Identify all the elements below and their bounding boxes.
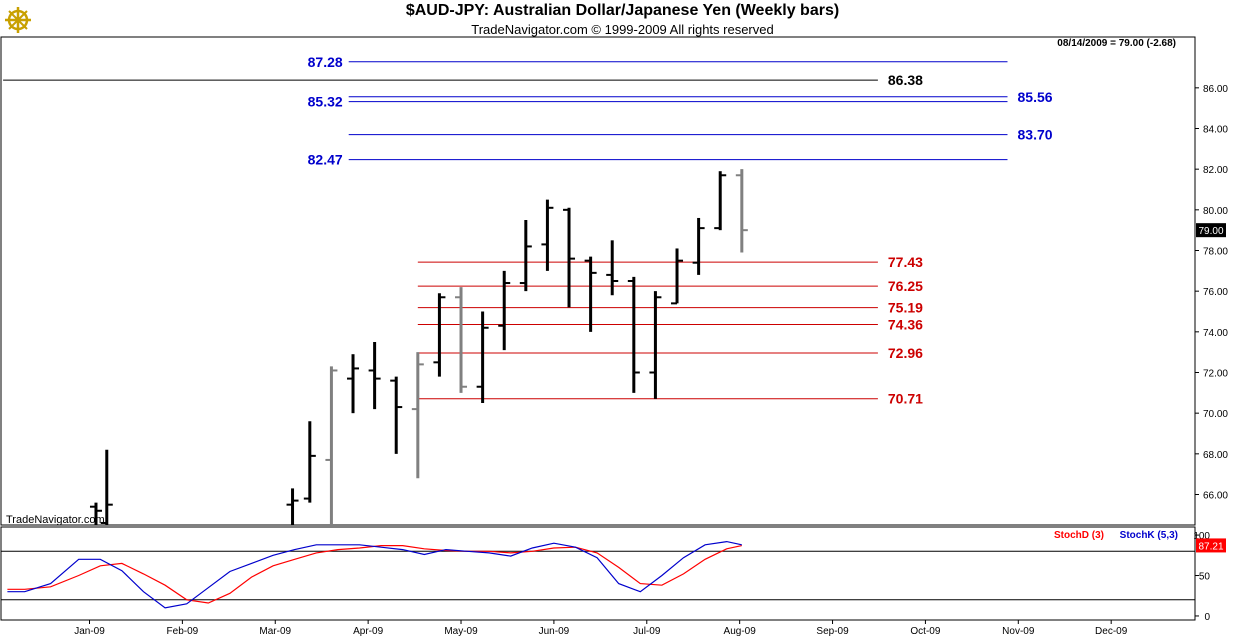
y-tick-label: 74.00 [1203,328,1228,339]
y-tick-label: 76.00 [1203,287,1228,298]
x-tick-label: Mar-09 [259,626,291,637]
level-label: 77.43 [888,254,923,270]
level-label: 85.32 [308,94,343,110]
x-tick-label: Jul-09 [633,626,661,637]
x-tick-label: Aug-09 [724,626,757,637]
y-tick-label: 82.00 [1203,165,1228,176]
y-tick-label: 72.00 [1203,369,1228,380]
price-panel [0,36,1196,526]
level-label: 82.47 [308,152,343,168]
stoch-y-tick-label: 100 [1193,531,1210,542]
ship-wheel-icon [5,7,31,33]
x-tick-label: Apr-09 [353,626,383,637]
last-price-badge [1196,223,1226,238]
y-tick-label: 70.00 [1203,409,1228,420]
stoch-last-badge [1196,538,1226,553]
x-tick-label: Jan-09 [74,626,105,637]
x-tick-label: May-09 [444,626,478,637]
chart-subtitle: TradeNavigator.com © 1999-2009 All right… [471,22,774,37]
stoch-last-label: 87.21 [1198,541,1223,552]
watermark: TradeNavigator.com [6,514,105,526]
x-tick-label: Oct-09 [910,626,940,637]
level-label: 76.25 [888,278,923,294]
y-tick-label: 80.00 [1203,206,1228,217]
x-tick-label: Sep-09 [816,626,849,637]
level-label: 85.56 [1018,89,1053,105]
y-tick-label: 78.00 [1203,247,1228,258]
level-label: 86.38 [888,72,923,88]
stoch-panel [0,526,1196,621]
x-tick-label: Jun-09 [539,626,570,637]
x-tick-label: Feb-09 [167,626,199,637]
stoch-y-tick-label: 0 [1204,612,1210,623]
stoch-series-line [7,544,742,604]
stoch-legend-d: StochD (3) [1054,530,1104,541]
price-readout: 08/14/2009 = 79.00 (-2.68) [1057,38,1176,49]
stoch-series-line [7,540,742,609]
level-label: 74.36 [888,317,923,333]
x-tick-label: Nov-09 [1002,626,1035,637]
stoch-legend-k: StochK (5,3) [1120,530,1178,541]
y-tick-label: 84.00 [1203,125,1228,136]
level-label: 83.70 [1018,127,1053,143]
level-label: 75.19 [888,300,923,316]
x-tick-label: Dec-09 [1095,626,1128,637]
chart-title: $AUD-JPY: Australian Dollar/Japanese Yen… [405,2,840,19]
y-tick-label: 86.00 [1203,84,1228,95]
level-label: 87.28 [308,54,343,70]
y-tick-label: 66.00 [1203,491,1228,502]
level-label: 70.71 [888,391,923,407]
level-label: 72.96 [888,345,923,361]
stoch-y-tick-label: 50 [1199,572,1211,583]
last-price-label: 79.00 [1198,226,1223,237]
y-tick-label: 68.00 [1203,450,1228,461]
